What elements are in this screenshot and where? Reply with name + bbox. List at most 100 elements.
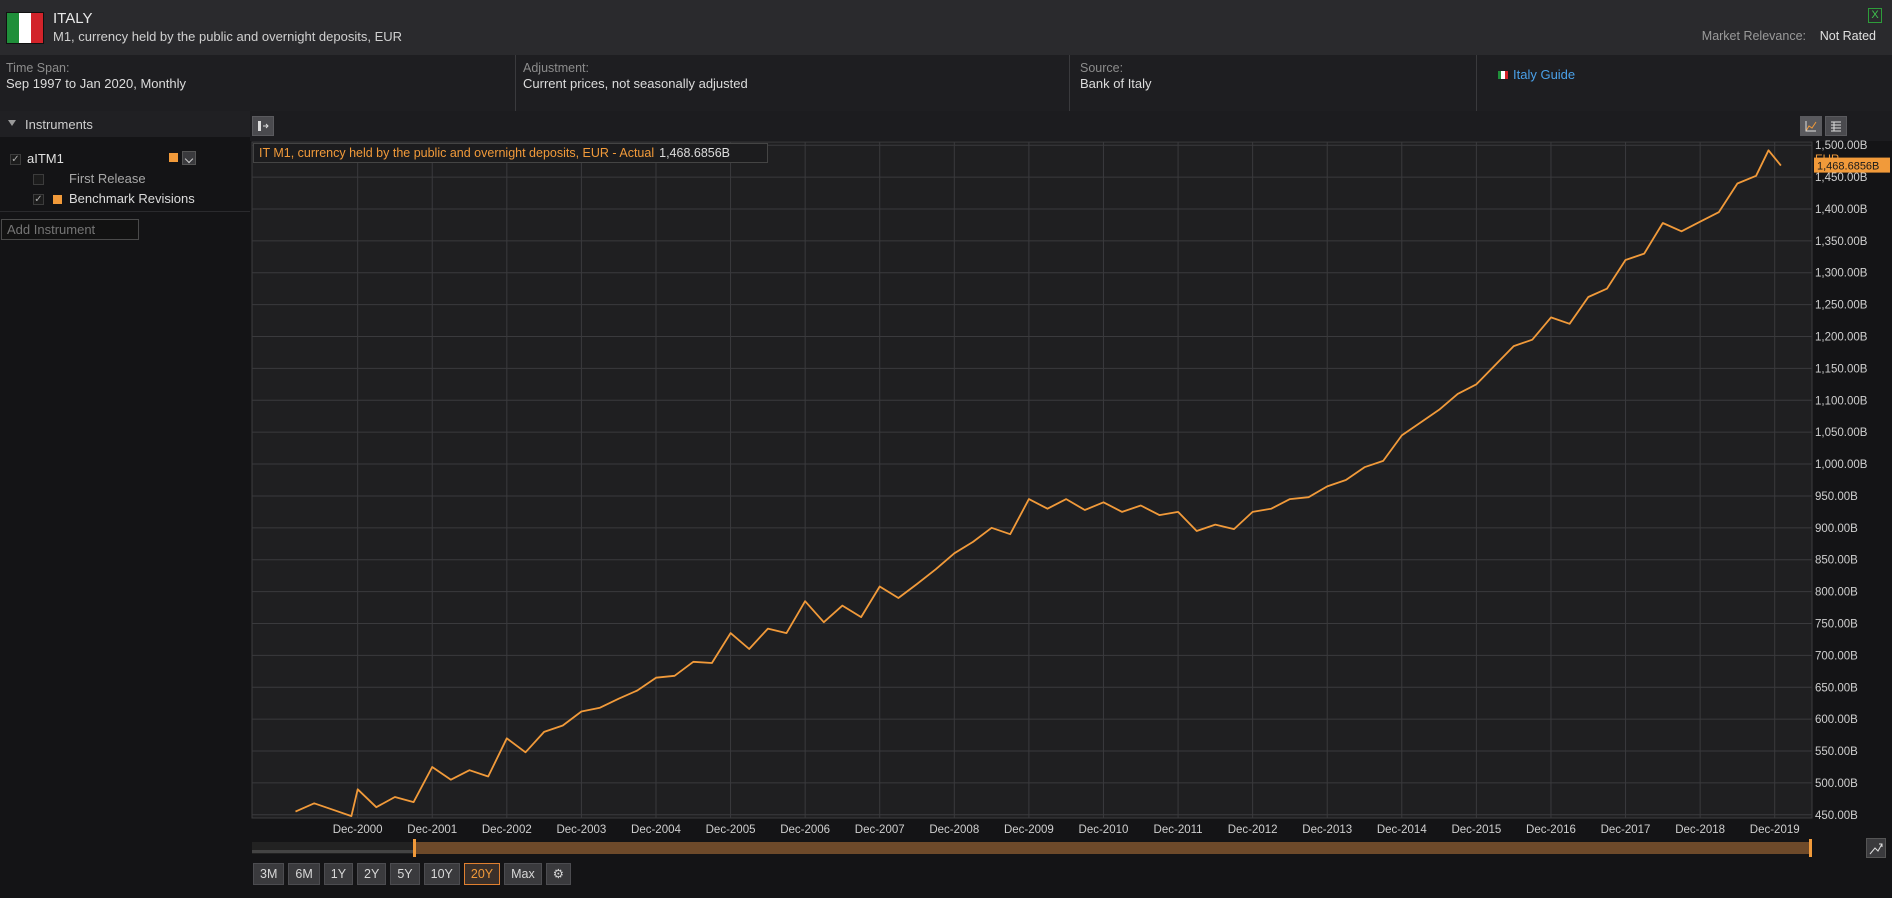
first-release-label: First Release (69, 171, 146, 186)
y-tick-label: 750.00B (1815, 618, 1858, 630)
x-tick-label: Dec-2011 (1154, 824, 1203, 836)
x-tick-label: Dec-2002 (482, 824, 532, 836)
instruments-header[interactable]: Instruments (0, 111, 250, 137)
y-tick-label: 1,350.00B (1815, 236, 1868, 248)
time-span-label: Time Span: (6, 61, 70, 75)
y-tick-label: 1,450.00B (1815, 172, 1868, 184)
time-navigator[interactable] (252, 838, 1812, 858)
range-button-3m[interactable]: 3M (253, 863, 285, 885)
instruments-panel: Instruments ✓ aITM1 First Release ✓ Benc… (0, 111, 250, 898)
range-button-6m[interactable]: 6M (288, 863, 320, 885)
market-relevance-label: Market Relevance: (1701, 29, 1806, 43)
legend-series-name: IT M1, currency held by the public and o… (259, 146, 655, 160)
y-tick-label: 650.00B (1815, 682, 1858, 694)
benchmark-color-swatch[interactable] (53, 195, 62, 204)
instrument-color-swatch[interactable] (169, 153, 178, 162)
y-tick-label: 500.00B (1815, 778, 1858, 790)
italy-guide-link[interactable]: Italy Guide (1498, 67, 1575, 82)
italy-flag-icon (1498, 70, 1508, 79)
x-tick-label: Dec-2009 (1004, 824, 1054, 836)
legend-current-value: 1,468.6856B (659, 146, 731, 160)
adjustment-section: Adjustment: Current prices, not seasonal… (517, 55, 1070, 111)
x-tick-label: Dec-2016 (1526, 824, 1576, 836)
instrument-dropdown-button[interactable] (182, 151, 196, 165)
source-section: Source: Bank of Italy (1074, 55, 1477, 111)
x-tick-label: Dec-2007 (855, 824, 905, 836)
gear-icon[interactable]: ⚙ (545, 863, 571, 885)
range-button-20y[interactable]: 20Y (463, 863, 501, 885)
line-chart-icon (1805, 121, 1817, 132)
first-release-checkbox[interactable] (33, 174, 44, 185)
y-tick-label: 1,150.00B (1815, 363, 1868, 375)
flag-stripe-red (31, 13, 43, 43)
plot-area (251, 141, 1813, 819)
x-tick-label: Dec-2000 (333, 824, 383, 836)
collapse-triangle-icon[interactable] (8, 120, 16, 126)
title-bar: ITALY M1, currency held by the public an… (0, 0, 1892, 55)
x-tick-label: Dec-2012 (1228, 824, 1278, 836)
y-tick-label: 900.00B (1815, 523, 1858, 535)
last-value-badge (1814, 157, 1890, 173)
add-instrument-input[interactable] (1, 219, 139, 240)
range-button-max[interactable]: Max (504, 863, 542, 885)
flag-stripe-green (7, 13, 19, 43)
benchmark-label: Benchmark Revisions (69, 191, 195, 206)
adjustment-label: Adjustment: (523, 61, 590, 75)
x-tick-label: Dec-2019 (1750, 824, 1800, 836)
range-button-2y[interactable]: 2Y (357, 863, 387, 885)
x-tick-label: Dec-2001 (407, 824, 457, 836)
y-tick-label: 800.00B (1815, 587, 1858, 599)
series-legend: IT M1, currency held by the public and o… (253, 143, 768, 163)
y-tick-label: 850.00B (1815, 555, 1858, 567)
source-label: Source: (1080, 61, 1124, 75)
y-tick-label: 1,200.00B (1815, 332, 1868, 344)
y-tick-label: 1,050.00B (1815, 427, 1868, 439)
x-tick-label: Dec-2010 (1079, 824, 1129, 836)
instrument-name: aITM1 (27, 151, 64, 166)
x-tick-label: Dec-2008 (929, 824, 979, 836)
italy-guide-label[interactable]: Italy Guide (1513, 67, 1576, 82)
table-view-button[interactable] (1825, 116, 1847, 136)
y-tick-label: 550.00B (1815, 746, 1858, 758)
range-button-5y[interactable]: 5Y (390, 863, 420, 885)
x-tick-label: Dec-2015 (1451, 824, 1501, 836)
y-tick-label: 1,250.00B (1815, 300, 1868, 312)
chart-view-button[interactable] (1800, 116, 1822, 136)
adjustment-value: Current prices, not seasonally adjusted (523, 76, 748, 91)
y-tick-label: 700.00B (1815, 650, 1858, 662)
chart-toolbar (250, 111, 1892, 141)
market-relevance-value: Not Rated (1819, 29, 1876, 43)
range-selector: 3M 6M 1Y 2Y 5Y 10Y 20Y Max ⚙ (253, 863, 571, 885)
y-tick-label: 1,000.00B (1815, 459, 1868, 471)
time-span-section: Time Span: Sep 1997 to Jan 2020, Monthly (0, 55, 516, 111)
benchmark-checkbox[interactable]: ✓ (33, 194, 44, 205)
range-button-1y[interactable]: 1Y (323, 863, 354, 885)
instruments-title: Instruments (25, 117, 93, 132)
chart-settings-corner-button[interactable] (1866, 838, 1886, 858)
navigator-left-handle[interactable] (413, 839, 416, 857)
x-tick-label: Dec-2014 (1377, 824, 1427, 836)
x-tick-label: Dec-2013 (1302, 824, 1352, 836)
excel-export-icon[interactable]: X (1868, 8, 1882, 23)
y-tick-label: 1,100.00B (1815, 395, 1868, 407)
toggle-panel-button[interactable] (252, 116, 274, 136)
y-tick-label: 450.00B (1815, 810, 1858, 822)
divider (0, 211, 250, 212)
chart-zoom-icon (1869, 843, 1883, 855)
y-tick-label: 950.00B (1815, 491, 1858, 503)
panel-toggle-icon (258, 121, 269, 131)
range-button-10y[interactable]: 10Y (423, 863, 460, 885)
x-tick-label: Dec-2005 (706, 824, 756, 836)
series-line (295, 149, 1782, 817)
y-tick-label: 600.00B (1815, 714, 1858, 726)
table-icon (1831, 121, 1841, 132)
navigator-selected-range[interactable] (415, 842, 1811, 854)
instrument-checkbox[interactable]: ✓ (10, 154, 21, 165)
time-span-value: Sep 1997 to Jan 2020, Monthly (6, 76, 186, 91)
series-metadata: Time Span: Sep 1997 to Jan 2020, Monthly… (0, 55, 1892, 111)
x-tick-label: Dec-2018 (1675, 824, 1725, 836)
x-tick-label: Dec-2004 (631, 824, 681, 836)
navigator-right-handle[interactable] (1809, 839, 1812, 857)
y-tick-label: 1,300.00B (1815, 268, 1868, 280)
